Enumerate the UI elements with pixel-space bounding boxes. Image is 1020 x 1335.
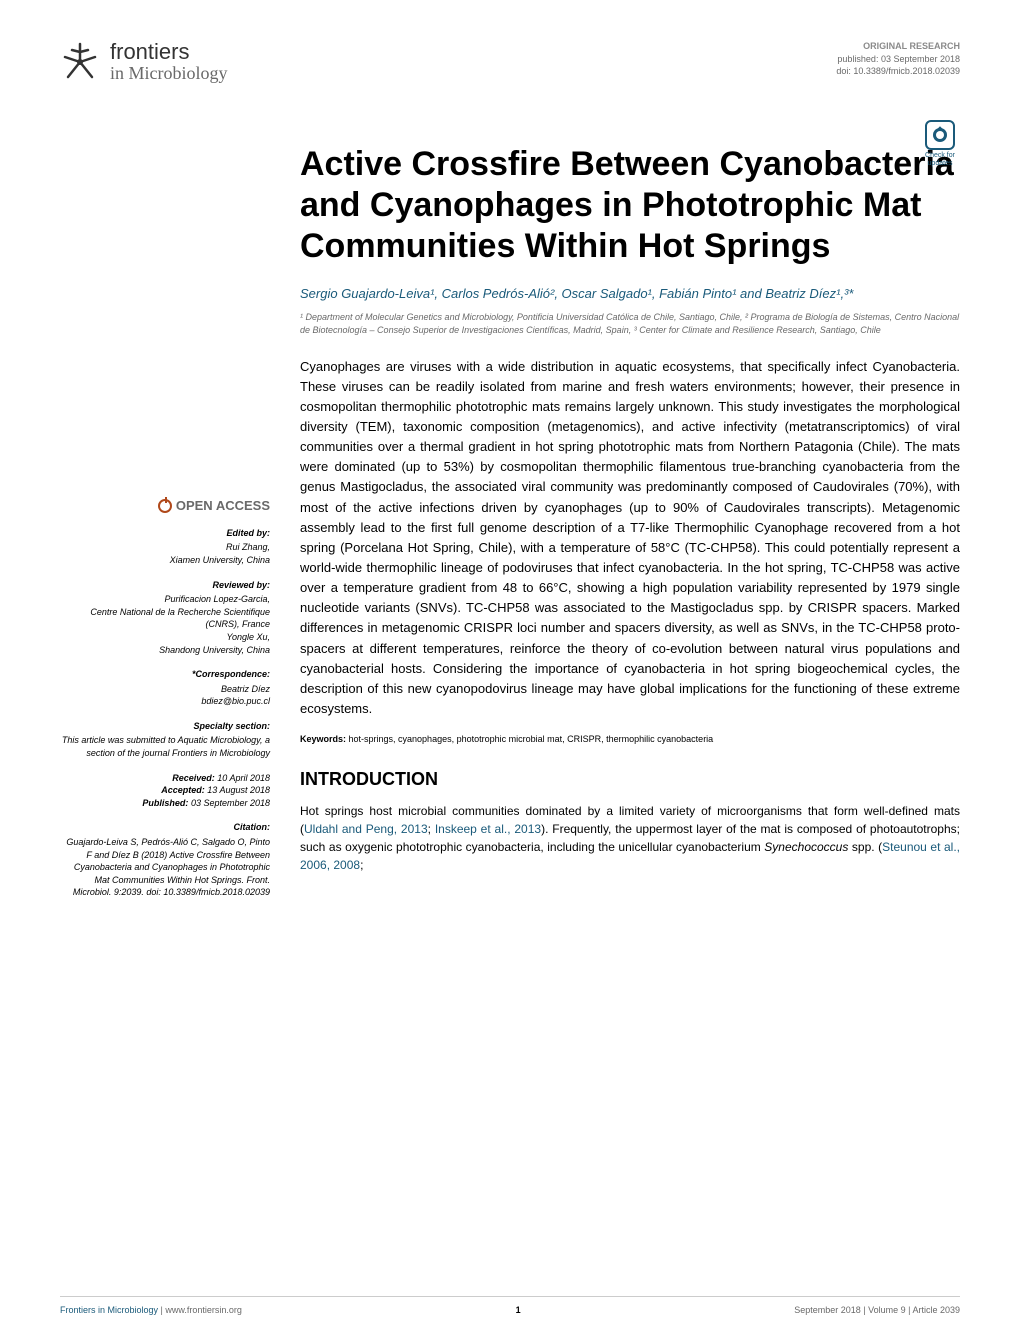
article-type: ORIGINAL RESEARCH [836,40,960,53]
open-access-icon [158,499,172,513]
footer-left: Frontiers in Microbiology | www.frontier… [60,1305,242,1315]
header-meta: ORIGINAL RESEARCH published: 03 Septembe… [836,40,960,78]
page-header: frontiers in Microbiology ORIGINAL RESEA… [60,40,960,84]
published-line: Published: 03 September 2018 [60,797,270,810]
check-updates-badge[interactable]: Check for updates [920,120,960,167]
reviewer-2-affiliation: Shandong University, China [60,644,270,657]
editor-name: Rui Zhang, [60,541,270,554]
authors-line: Sergio Guajardo-Leiva¹, Carlos Pedrós-Al… [300,286,960,301]
keywords-values: hot-springs, cyanophages, phototrophic m… [349,734,714,744]
article-title: Active Crossfire Between Cyanobacteria a… [300,144,960,266]
journal-logo: frontiers in Microbiology [60,40,228,84]
citation-text: Guajardo-Leiva S, Pedrós-Alió C, Salgado… [60,836,270,899]
reviewer-2-name: Yongle Xu, [60,631,270,644]
footer-right: September 2018 | Volume 9 | Article 2039 [794,1305,960,1315]
accepted-line: Accepted: 13 August 2018 [60,784,270,797]
journal-name-top: frontiers [110,40,228,64]
affiliations: ¹ Department of Molecular Genetics and M… [300,311,960,336]
main-content: Cyanophages are viruses with a wide dist… [300,357,960,911]
reviewed-by-label: Reviewed by: [60,579,270,592]
reviewer-1-name: Purificacion Lopez-Garcia, [60,593,270,606]
edited-by-label: Edited by: [60,527,270,540]
reviewer-1-affiliation: Centre National de la Recherche Scientif… [60,606,270,631]
received-line: Received: 10 April 2018 [60,772,270,785]
abstract-text: Cyanophages are viruses with a wide dist… [300,357,960,720]
footer-page-number: 1 [516,1305,521,1315]
check-updates-label: Check for updates [920,152,960,167]
citation-link[interactable]: Inskeep et al., 2013 [435,822,541,836]
journal-name-bottom: in Microbiology [110,64,228,84]
keywords-line: Keywords: hot-springs, cyanophages, phot… [300,734,960,744]
correspondence-email[interactable]: bdiez@bio.puc.cl [60,695,270,708]
check-updates-icon [925,120,955,150]
introduction-heading: INTRODUCTION [300,769,960,790]
published-line: published: 03 September 2018 [836,53,960,66]
specialty-label: Specialty section: [60,720,270,733]
editor-affiliation: Xiamen University, China [60,554,270,567]
citation-label: Citation: [60,821,270,834]
sidebar: OPEN ACCESS Edited by: Rui Zhang, Xiamen… [60,357,270,911]
open-access-label: OPEN ACCESS [60,497,270,515]
introduction-paragraph: Hot springs host microbial communities d… [300,802,960,874]
doi-line: doi: 10.3389/fmicb.2018.02039 [836,65,960,78]
correspondence-name: Beatriz Díez [60,683,270,696]
keywords-label: Keywords: [300,734,349,744]
page-footer: Frontiers in Microbiology | www.frontier… [60,1296,960,1315]
specialty-text: This article was submitted to Aquatic Mi… [60,734,270,759]
citation-link[interactable]: Uldahl and Peng, 2013 [304,822,428,836]
correspondence-label: *Correspondence: [60,668,270,681]
frontiers-logo-icon [60,42,100,82]
